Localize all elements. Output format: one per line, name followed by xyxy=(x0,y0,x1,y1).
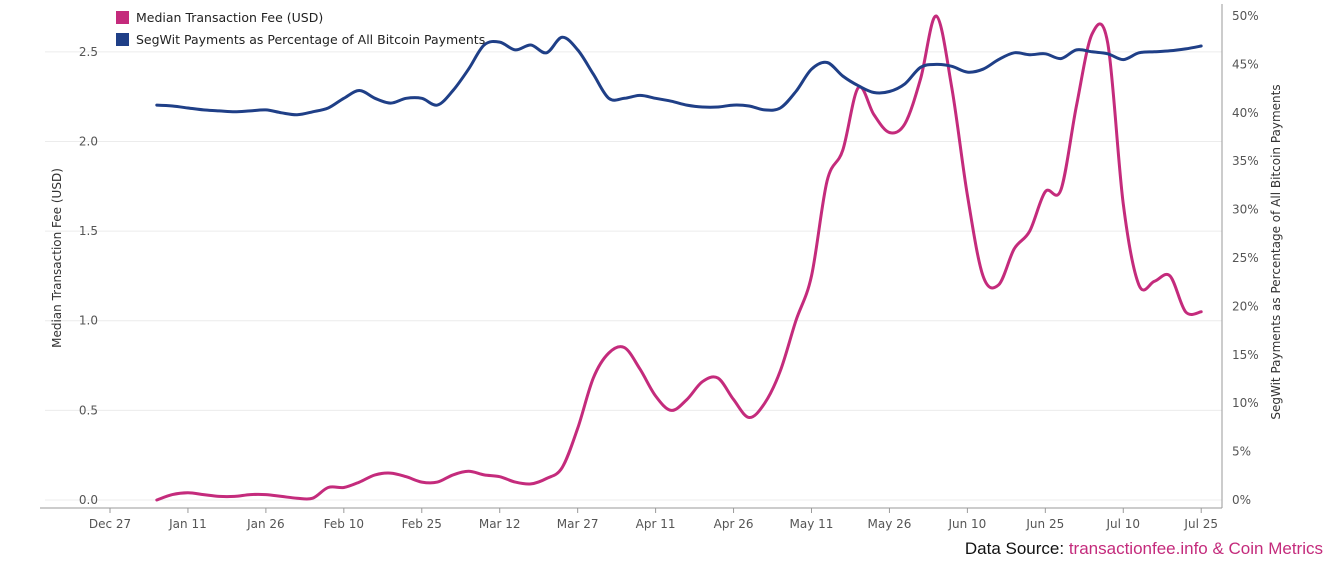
grid-lines xyxy=(45,51,1222,501)
right-tick-label: 15% xyxy=(1232,348,1259,362)
right-tick-label: 35% xyxy=(1232,154,1259,168)
x-tick-label: Jan 11 xyxy=(168,517,207,531)
left-tick-label: 1.0 xyxy=(79,314,98,328)
right-tick-label: 5% xyxy=(1232,445,1251,459)
right-axis-title: SegWit Payments as Percentage of All Bit… xyxy=(1269,84,1283,419)
right-tick-label: 40% xyxy=(1232,106,1259,120)
legend[interactable]: Median Transaction Fee (USD) SegWit Paym… xyxy=(116,10,485,47)
x-axis-ticks: Dec 27 Jan 11 Jan 26 Feb 10 Feb 25 Mar 12 Mar … xyxy=(89,508,1218,531)
x-tick-label: Jul 25 xyxy=(1183,517,1218,531)
x-tick-label: Jun 10 xyxy=(947,517,986,531)
right-tick-label: 25% xyxy=(1232,251,1259,265)
x-tick-label: May 26 xyxy=(867,517,911,531)
data-source-link[interactable]: transactionfee.info & Coin Metrics xyxy=(1068,539,1323,558)
legend-label-segwit[interactable]: SegWit Payments as Percentage of All Bit… xyxy=(136,32,485,47)
x-tick-label: Mar 12 xyxy=(479,517,521,531)
right-tick-label: 45% xyxy=(1232,57,1259,71)
right-tick-label: 10% xyxy=(1232,396,1259,410)
left-axis-title: Median Transaction Fee (USD) xyxy=(50,168,64,348)
right-tick-label: 50% xyxy=(1232,9,1259,23)
x-tick-label: Mar 27 xyxy=(557,517,599,531)
right-tick-label: 0% xyxy=(1232,493,1251,507)
x-tick-label: Dec 27 xyxy=(89,517,131,531)
data-source-note: Data Source: transactionfee.info & Coin … xyxy=(965,539,1323,559)
series-line-segwit[interactable] xyxy=(155,35,1203,117)
legend-swatch-segwit[interactable] xyxy=(116,33,129,46)
x-tick-label: Jan 26 xyxy=(246,517,285,531)
left-axis-ticks: 0.0 0.5 1.0 1.5 2.0 2.5 xyxy=(79,45,98,507)
data-source-prefix: Data Source: xyxy=(964,539,1069,558)
left-tick-label: 2.0 xyxy=(79,134,98,148)
right-axis-ticks: 0% 5% 10% 15% 20% 25% 30% 35% 40% 45% 50% xyxy=(1232,9,1259,507)
x-tick-label: Feb 25 xyxy=(402,517,442,531)
series-group xyxy=(155,14,1203,502)
x-tick-label: Jun 25 xyxy=(1025,517,1064,531)
legend-label-fee[interactable]: Median Transaction Fee (USD) xyxy=(136,10,323,25)
left-tick-label: 2.5 xyxy=(79,45,98,59)
left-tick-label: 1.5 xyxy=(79,224,98,238)
x-tick-label: Apr 11 xyxy=(636,517,676,531)
x-tick-label: Apr 26 xyxy=(714,517,754,531)
legend-swatch-fee[interactable] xyxy=(116,11,129,24)
left-tick-label: 0.5 xyxy=(79,403,98,417)
left-tick-label: 0.0 xyxy=(79,493,98,507)
series-line-fee[interactable] xyxy=(155,14,1203,502)
x-tick-label: Feb 10 xyxy=(324,517,364,531)
right-tick-label: 20% xyxy=(1232,299,1259,313)
x-tick-label: May 11 xyxy=(790,517,834,531)
x-tick-label: Jul 10 xyxy=(1105,517,1140,531)
right-tick-label: 30% xyxy=(1232,203,1259,217)
